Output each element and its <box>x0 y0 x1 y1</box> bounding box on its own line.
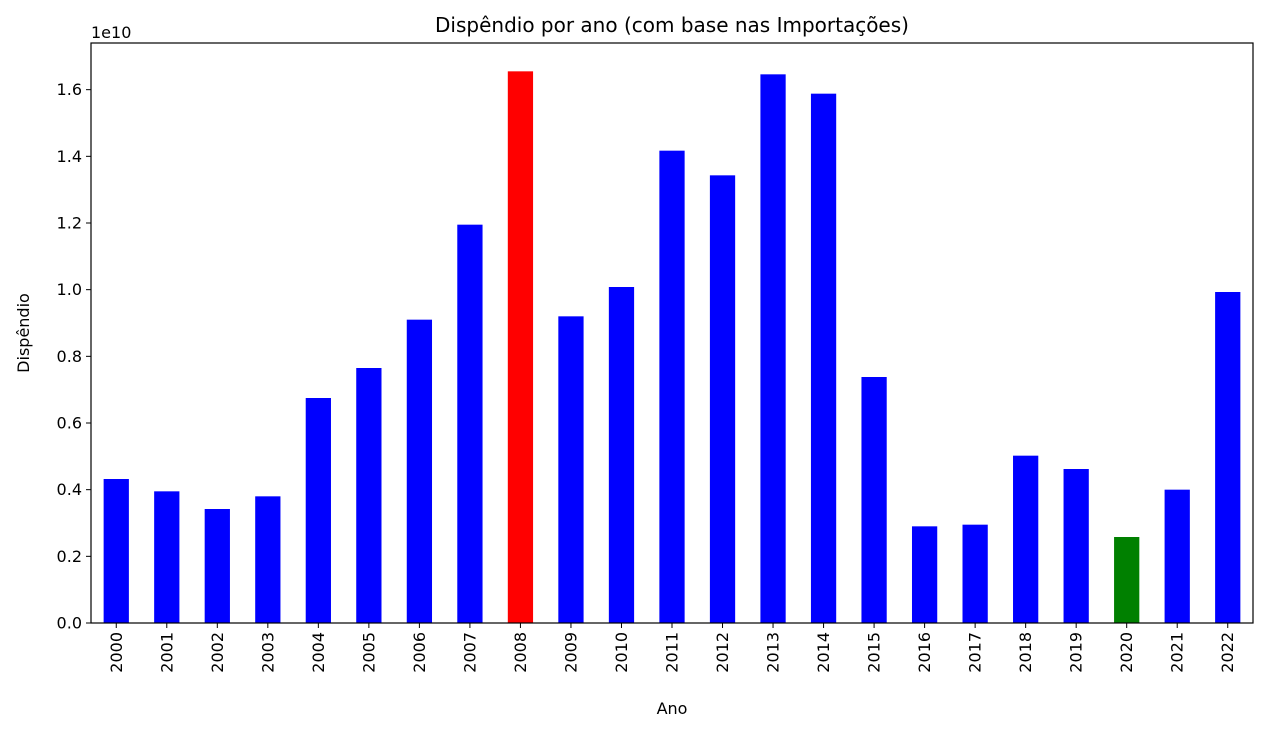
bar-2016 <box>911 526 938 623</box>
x-tick-label: 2021 <box>1168 632 1187 673</box>
bars-group <box>103 71 1241 624</box>
y-tick-label: 0.0 <box>57 614 82 633</box>
x-tick-label: 2020 <box>1117 632 1136 673</box>
x-tick-label: 2000 <box>107 632 126 673</box>
bar-2013 <box>760 74 786 624</box>
x-tick-label: 2005 <box>359 632 378 673</box>
y-tick-label: 1.4 <box>57 147 82 166</box>
x-tick-label: 2006 <box>410 632 429 673</box>
bar-2008 <box>507 71 534 624</box>
y-tick-label: 0.8 <box>57 347 82 366</box>
x-tick-label: 2003 <box>258 632 277 673</box>
x-tick-label: 2014 <box>814 632 833 673</box>
bar-2011 <box>659 150 685 623</box>
bar-2006 <box>406 319 433 623</box>
x-axis-label: Ano <box>657 699 688 718</box>
bar-2017 <box>962 524 988 623</box>
x-ticks-group: 2000 2001 2002 2003 2004 2005 2006 2007 2008 2009… <box>107 623 1237 673</box>
bar-2009 <box>558 316 584 623</box>
bar-2010 <box>608 287 635 623</box>
bar-2020 <box>1114 537 1140 623</box>
x-tick-label: 2018 <box>1016 632 1035 673</box>
x-tick-label: 2010 <box>612 632 631 673</box>
x-tick-label: 2019 <box>1067 632 1086 673</box>
x-tick-label: 2011 <box>663 632 682 673</box>
x-tick-label: 2012 <box>713 632 732 673</box>
bar-2022 <box>1215 292 1241 623</box>
bar-2000 <box>103 479 129 623</box>
y-tick-label: 0.4 <box>57 480 82 499</box>
bar-2021 <box>1164 489 1190 623</box>
x-tick-label: 2017 <box>966 632 985 673</box>
x-tick-label: 2009 <box>561 632 580 673</box>
y-ticks-group: 0.0 0.2 0.4 0.6 0.8 1.0 1.2 1.4 1.6 <box>57 80 91 633</box>
chart-title: Dispêndio por ano (com base nas Importaç… <box>435 13 909 37</box>
bar-2005 <box>356 368 382 623</box>
bar-2002 <box>204 509 230 623</box>
bar-2019 <box>1063 469 1089 623</box>
y-axis-label: Dispêndio <box>14 293 33 373</box>
plot-frame <box>90 42 1254 624</box>
x-tick-label: 2004 <box>309 632 328 673</box>
y-tick-label: 1.0 <box>57 280 82 299</box>
y-tick-label: 1.2 <box>57 214 82 233</box>
bar-2012 <box>709 175 736 624</box>
x-tick-label: 2001 <box>157 632 176 673</box>
bar-2007 <box>457 224 483 623</box>
y-tick-label: 0.6 <box>57 414 82 433</box>
y-tick-label: 0.2 <box>57 547 82 566</box>
x-tick-label: 2007 <box>460 632 479 673</box>
y-axis-offset-text: 1e10 <box>91 23 131 42</box>
bar-2014 <box>810 93 837 623</box>
bar-2015 <box>861 377 887 623</box>
y-tick-label: 1.6 <box>57 80 82 99</box>
bar-2001 <box>154 491 180 623</box>
x-tick-label: 2016 <box>915 632 934 673</box>
x-tick-label: 2002 <box>208 632 227 673</box>
x-tick-label: 2008 <box>511 632 530 673</box>
x-tick-label: 2022 <box>1218 632 1237 673</box>
bar-2018 <box>1013 455 1039 623</box>
bar-2003 <box>255 496 281 623</box>
x-tick-label: 2015 <box>865 632 884 673</box>
bar-2004 <box>305 398 331 623</box>
x-tick-label: 2013 <box>764 632 783 673</box>
